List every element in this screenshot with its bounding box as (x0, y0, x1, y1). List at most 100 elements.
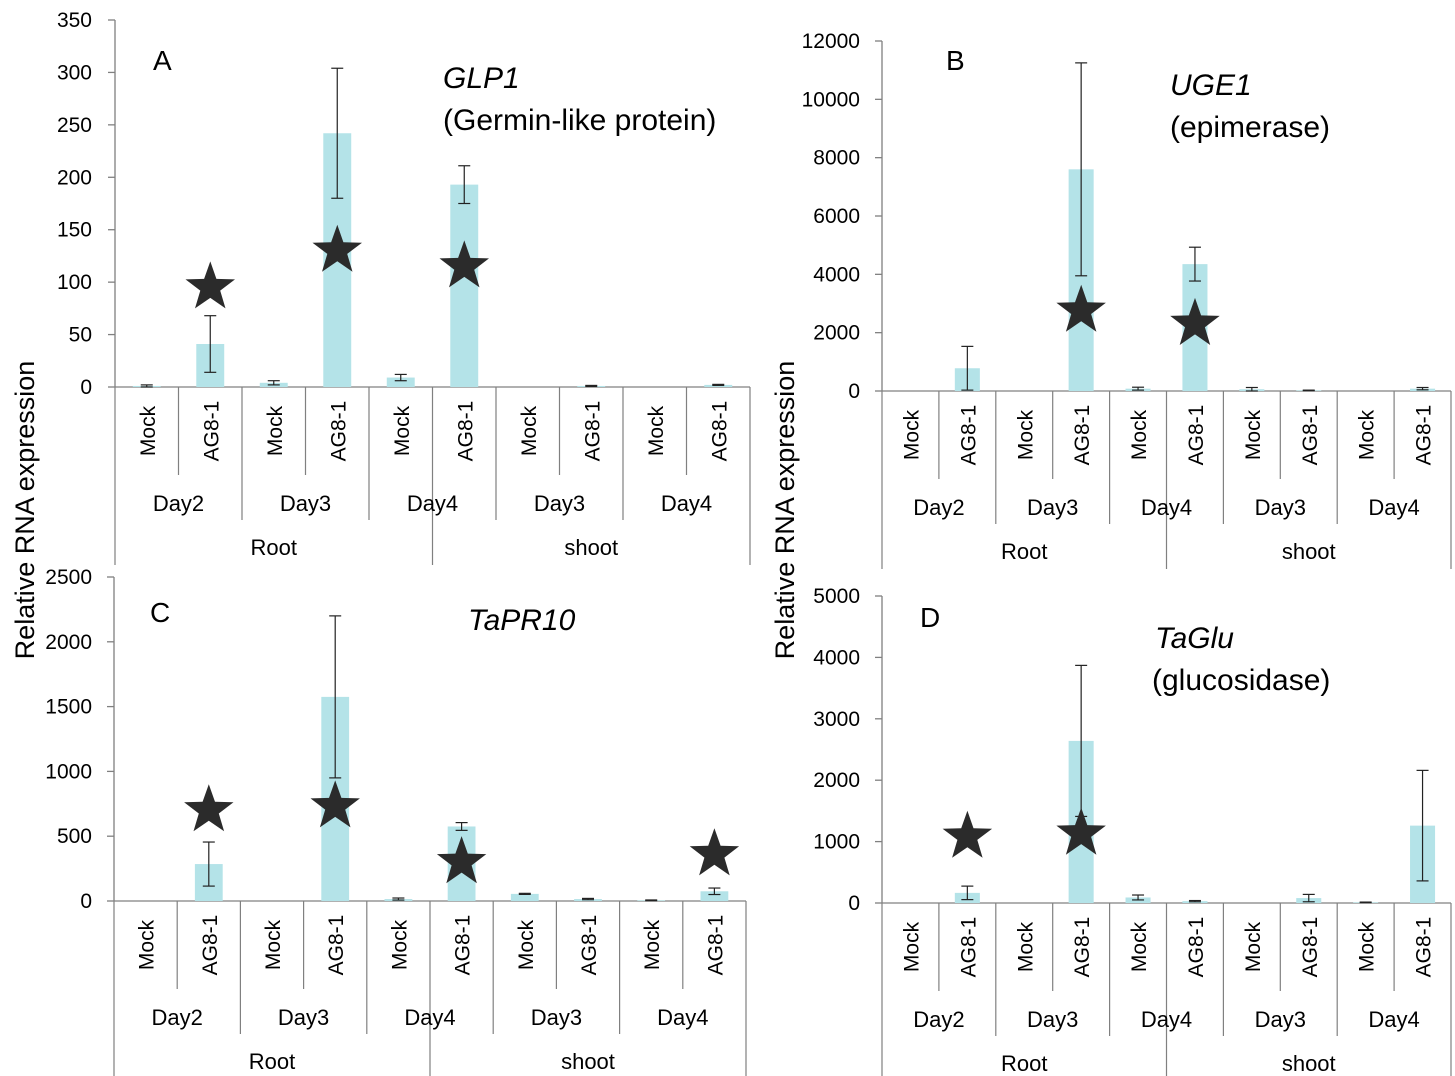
day-label: Day3 (1255, 1007, 1306, 1032)
category-label: AG8-1 (1071, 405, 1094, 466)
y-axis-label-right: Relative RNA expression (770, 361, 800, 660)
day-label: Day4 (661, 491, 712, 516)
category-label: AG8-1 (1413, 405, 1436, 466)
category-label: AG8-1 (1299, 405, 1322, 466)
category-label: Mock (1242, 409, 1265, 460)
category-label: AG8-1 (957, 405, 980, 466)
panel-c: 0 500 1000 1500 2000 2500 Mock AG8-1 Mock AG8-1 Mo… (45, 566, 747, 1076)
panel-letter: D (920, 602, 940, 633)
category-label: Mock (388, 919, 411, 970)
tissue-label: Root (251, 535, 297, 560)
bar (510, 893, 539, 901)
significance-star-icon (310, 780, 360, 828)
category-label: AG8-1 (704, 915, 727, 976)
gene-description: (epimerase) (1170, 111, 1330, 144)
y-tick-label: 0 (848, 380, 860, 403)
y-tick-label: 300 (57, 61, 92, 84)
bar (386, 377, 415, 387)
y-axis-label-left: Relative RNA expression (10, 361, 40, 660)
y-tick-label: 250 (57, 114, 92, 137)
category-label: AG8-1 (452, 915, 475, 976)
significance-star-icon (439, 240, 489, 288)
panel-letter: C (150, 597, 170, 628)
bar (450, 184, 479, 387)
y-tick-label: 1000 (813, 831, 860, 854)
category-label: Mock (137, 405, 160, 456)
significance-star-icon (1056, 807, 1106, 855)
day-label: Day3 (531, 1005, 582, 1030)
category-label: Mock (1128, 921, 1151, 972)
category-label: AG8-1 (1185, 405, 1208, 466)
category-label: AG8-1 (708, 401, 731, 462)
y-tick-label: 2000 (45, 631, 92, 654)
category-label: Mock (900, 409, 923, 460)
gene-name: GLP1 (443, 62, 520, 95)
significance-star-icon (689, 828, 740, 876)
category-label: Mock (136, 919, 159, 970)
tissue-label: shoot (1282, 539, 1336, 564)
y-tick-label: 150 (57, 219, 92, 242)
significance-star-icon (1056, 284, 1106, 332)
day-label: Day3 (278, 1005, 329, 1030)
y-tick-label: 0 (80, 376, 92, 399)
y-tick-label: 350 (57, 9, 92, 32)
significance-star-icon (436, 836, 487, 884)
y-tick-label: 6000 (813, 205, 860, 228)
y-tick-label: 4000 (813, 646, 860, 669)
category-label: AG8-1 (1185, 917, 1208, 978)
category-label: Mock (1242, 921, 1265, 972)
category-label: Mock (1014, 409, 1037, 460)
category-label: AG8-1 (578, 915, 601, 976)
y-tick-label: 1000 (45, 760, 92, 783)
category-label: AG8-1 (325, 915, 348, 976)
category-label: Mock (1014, 921, 1037, 972)
panel-d: 0 1000 2000 3000 4000 5000 Mock AG8-1 Mock AG8-1 M… (813, 585, 1452, 1076)
panel-letter: A (153, 45, 172, 76)
category-label: Mock (645, 405, 668, 456)
day-label: Day4 (1368, 1007, 1419, 1032)
significance-star-icon (184, 784, 234, 832)
tissue-label: shoot (1282, 1051, 1336, 1076)
panel-b: 0 2000 4000 6000 8000 10000 12000 Mock AG8-1 Mock… (802, 30, 1452, 569)
category-label: AG8-1 (327, 401, 350, 462)
gene-name: TaGlu (1155, 622, 1234, 655)
day-label: Day3 (534, 491, 585, 516)
day-label: Day4 (407, 491, 458, 516)
day-label: Day2 (913, 495, 964, 520)
significance-star-icon (1170, 297, 1220, 345)
day-label: Day2 (913, 1007, 964, 1032)
significance-star-icon (185, 261, 235, 309)
category-label: AG8-1 (1413, 917, 1436, 978)
tissue-label: Root (1001, 539, 1047, 564)
category-label: Mock (262, 919, 285, 970)
day-label: Day2 (153, 491, 204, 516)
gene-name: TaPR10 (468, 604, 576, 637)
bar (700, 891, 729, 901)
category-label: Mock (1128, 409, 1151, 460)
category-label: AG8-1 (454, 401, 477, 462)
category-label: AG8-1 (581, 401, 604, 462)
significance-star-icon (942, 810, 993, 858)
category-label: Mock (264, 405, 287, 456)
day-label: Day4 (1141, 495, 1192, 520)
category-label: AG8-1 (200, 401, 223, 462)
category-label: AG8-1 (199, 915, 222, 976)
category-label: Mock (641, 919, 664, 970)
day-label: Day3 (1027, 1007, 1078, 1032)
y-tick-label: 2000 (813, 769, 860, 792)
gene-description: (glucosidase) (1152, 664, 1330, 697)
y-tick-label: 4000 (813, 263, 860, 286)
gene-name: UGE1 (1170, 69, 1252, 102)
y-tick-label: 1500 (45, 696, 92, 719)
y-tick-label: 5000 (813, 585, 860, 608)
tissue-label: shoot (564, 535, 618, 560)
day-label: Day4 (1141, 1007, 1192, 1032)
day-label: Day3 (1255, 495, 1306, 520)
y-tick-label: 3000 (813, 708, 860, 731)
y-tick-label: 50 (69, 324, 92, 347)
y-tick-label: 10000 (802, 88, 860, 111)
category-label: AG8-1 (957, 917, 980, 978)
day-label: Day4 (657, 1005, 708, 1030)
day-label: Day2 (152, 1005, 203, 1030)
category-label: Mock (515, 919, 538, 970)
